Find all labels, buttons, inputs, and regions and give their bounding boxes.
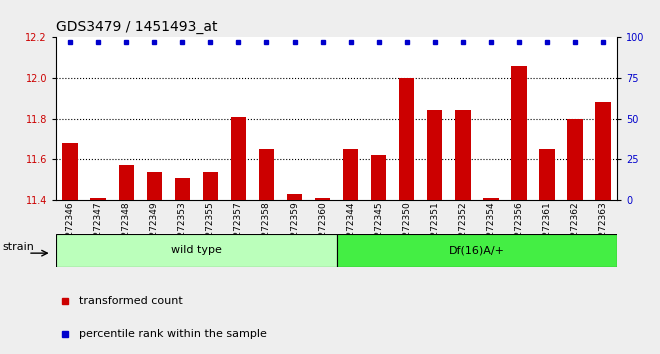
Bar — [175, 178, 190, 200]
Bar — [90, 198, 106, 200]
Text: GDS3479 / 1451493_at: GDS3479 / 1451493_at — [56, 19, 218, 34]
Bar — [231, 116, 246, 200]
Text: wild type: wild type — [171, 245, 222, 256]
Bar — [399, 78, 414, 200]
Text: strain: strain — [3, 242, 35, 252]
Bar — [483, 198, 498, 200]
Bar — [539, 149, 554, 200]
Bar — [427, 110, 442, 200]
Bar — [371, 155, 386, 200]
Text: percentile rank within the sample: percentile rank within the sample — [79, 329, 267, 339]
Bar — [259, 149, 274, 200]
Text: transformed count: transformed count — [79, 296, 182, 306]
Bar — [119, 165, 134, 200]
Bar — [56, 234, 337, 267]
Bar — [203, 172, 218, 200]
Bar — [343, 149, 358, 200]
Bar — [512, 66, 527, 200]
Bar — [337, 234, 617, 267]
Bar — [568, 119, 583, 200]
Text: Df(16)A/+: Df(16)A/+ — [449, 245, 505, 256]
Bar — [315, 198, 330, 200]
Bar — [455, 110, 471, 200]
Bar — [595, 102, 611, 200]
Bar — [147, 172, 162, 200]
Bar — [287, 194, 302, 200]
Bar — [63, 143, 78, 200]
